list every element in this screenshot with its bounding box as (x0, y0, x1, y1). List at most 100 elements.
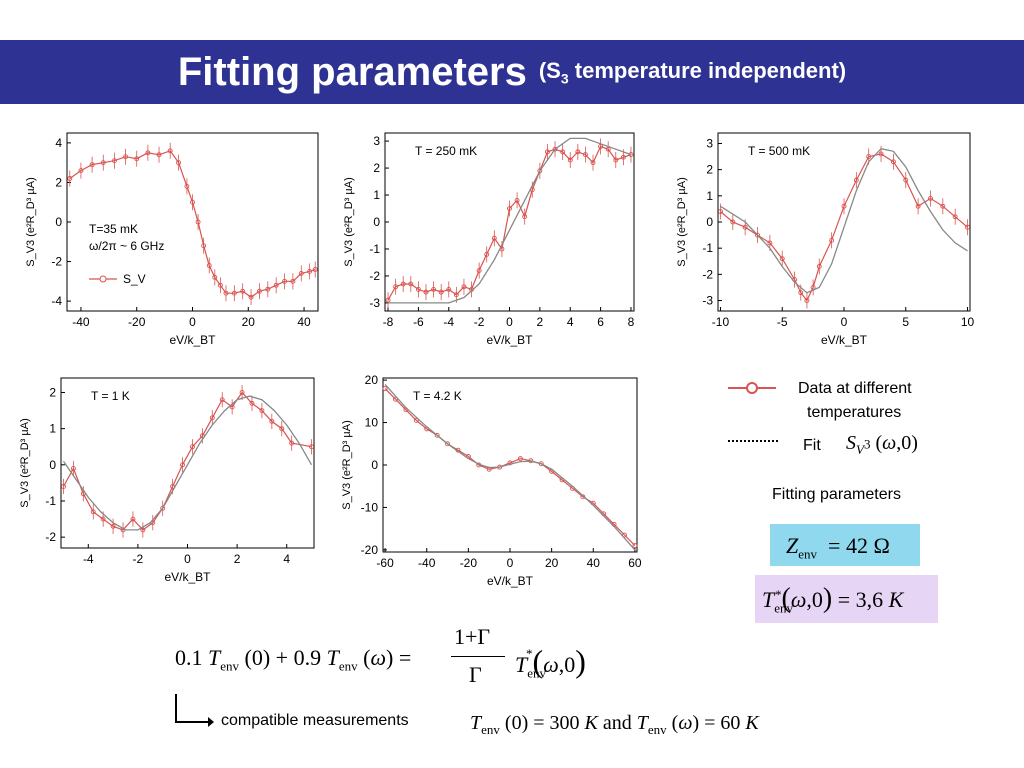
data-point (231, 290, 237, 296)
legend-data-label-2: temperatures (807, 404, 902, 421)
data-point (804, 298, 810, 303)
z-env-box (770, 524, 920, 566)
y-tick-label: -20 (361, 543, 379, 557)
equation-rhs: Tenv*(ω,0) (515, 643, 586, 681)
data-point (537, 168, 543, 174)
data-point (582, 152, 588, 158)
data-point (239, 390, 245, 395)
data-point (431, 286, 437, 292)
data-point (853, 177, 859, 183)
data-point (206, 263, 212, 268)
t-env-box (755, 575, 938, 623)
data-point (413, 417, 419, 423)
y-tick-label: 1 (373, 188, 380, 202)
data-point (798, 290, 804, 296)
data-point (575, 149, 581, 155)
data-point (156, 152, 162, 158)
chart-250mk: -8 -6 -4 -2 0 2 4 6 8 -3 -2 -1 0 1 2 3 eV/k_BT S_V3 (e²R_… (343, 132, 635, 347)
chart-annotation: T = 1 K (91, 389, 130, 403)
x-tick-label: 20 (545, 556, 559, 570)
arrow-icon (175, 694, 214, 727)
y-tick-label: 10 (365, 416, 379, 430)
data-point (240, 288, 246, 294)
data-point (522, 214, 528, 220)
x-tick-label: 8 (628, 315, 635, 329)
data-point (461, 284, 467, 290)
y-tick-label: -3 (702, 294, 713, 308)
y-tick-label: 2 (55, 175, 62, 189)
y-axis-label: S_V3 (e²R_D³ µA) (19, 418, 31, 507)
data-point (491, 235, 497, 241)
data-point (434, 432, 440, 438)
chart-4-2k: -60 -40 -20 0 20 40 60 -20 -10 0 10 20 eV/k_BT S_V3 (… (341, 373, 642, 588)
data-point (195, 219, 201, 225)
data-point (176, 160, 182, 166)
data-point (279, 426, 285, 432)
y-tick-label: -2 (702, 267, 713, 281)
data-point (219, 397, 225, 403)
data-point (903, 177, 909, 183)
x-tick-label: -20 (460, 556, 478, 570)
data-point (507, 206, 512, 211)
y-axis-label: S_V3 (e²R_D³ µA) (25, 177, 37, 266)
legend-marker (99, 275, 107, 283)
legend-data-label-1: Data at different (798, 380, 912, 397)
chart-1k: -4 -2 0 2 4 -2 -1 0 1 2 eV/k_BT S_V3 (e²R_D³ µA) T =… (19, 377, 315, 584)
x-tick-label: -4 (83, 552, 94, 566)
data-point (180, 462, 185, 468)
y-tick-label: -1 (45, 494, 56, 508)
y-tick-label: 0 (706, 215, 713, 229)
data-point (620, 154, 626, 160)
x-axis-label: eV/k_BT (169, 333, 216, 347)
data-point (248, 294, 254, 300)
fraction-bar (451, 656, 505, 657)
data-point (755, 232, 760, 238)
equation-denominator: Γ (469, 662, 482, 687)
fitting-params-label: Fitting parameters (772, 486, 901, 503)
legend-fit-marker (728, 440, 780, 442)
data-point (223, 290, 229, 296)
x-tick-label: -8 (383, 315, 394, 329)
data-point (70, 465, 76, 471)
data-point (940, 203, 946, 209)
x-tick-label: 0 (184, 552, 191, 566)
y-axis-label: S_V3 (e²R_D³ µA) (343, 177, 355, 266)
data-point (67, 176, 73, 181)
data-point (552, 146, 558, 152)
slide-subtitle: (S3 temperature independent) (539, 58, 846, 86)
title-banner: Fitting parameters (S3 temperature indep… (0, 40, 1024, 104)
data-point (878, 151, 884, 157)
compat-formula: Tenv (0) = 300 K and Tenv (ω) = 60 K (470, 712, 759, 737)
x-tick-label: -20 (128, 315, 146, 329)
data-point (841, 203, 847, 209)
legend-fit-label: Fit (803, 437, 821, 454)
y-tick-label: 1 (706, 189, 713, 203)
x-tick-label: -2 (133, 552, 144, 566)
fit-line (62, 395, 313, 531)
data-point (718, 209, 723, 214)
fit-line (388, 137, 632, 304)
y-tick-label: 0 (373, 215, 380, 229)
x-tick-label: 0 (189, 315, 196, 329)
x-tick-label: 40 (297, 315, 311, 329)
data-point (110, 523, 116, 529)
data-point (385, 297, 391, 303)
x-tick-label: 4 (283, 552, 290, 566)
x-tick-label: 0 (507, 556, 514, 570)
x-tick-label: 0 (506, 315, 513, 329)
equation-lhs: 0.1 Tenv (0) + 0.9 Tenv (ω) = (175, 645, 412, 674)
y-tick-label: 0 (371, 458, 378, 472)
data-point (89, 162, 95, 168)
data-point (829, 237, 835, 243)
data-point (484, 251, 490, 257)
data-point (423, 289, 429, 295)
x-tick-label: -6 (413, 315, 424, 329)
y-tick-label: 3 (373, 134, 380, 148)
data-point (965, 224, 970, 230)
y-tick-label: -3 (369, 296, 380, 310)
data-point (282, 278, 287, 284)
y-tick-label: 3 (706, 136, 713, 150)
legend-fit-formula: SV3 (ω,0) (846, 432, 918, 457)
x-tick-label: 20 (242, 315, 256, 329)
